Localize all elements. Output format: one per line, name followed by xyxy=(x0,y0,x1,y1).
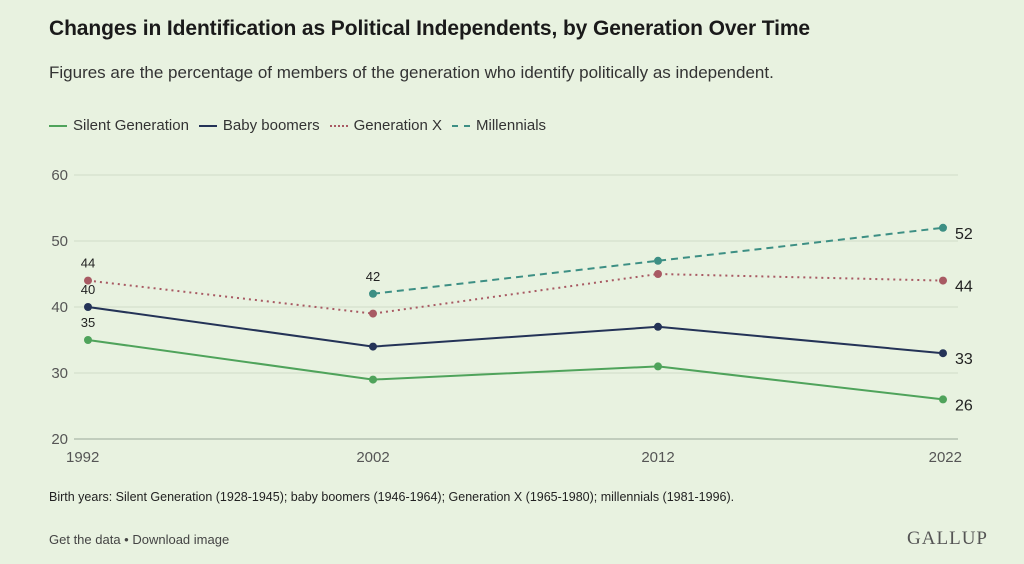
data-label-silent-generation: 35 xyxy=(81,315,95,330)
data-point-generation-x xyxy=(939,276,947,285)
data-label-millennials: 52 xyxy=(955,226,973,243)
legend-label: Baby boomers xyxy=(222,117,320,134)
data-point-generation-x xyxy=(654,270,662,278)
y-tick-label: 30 xyxy=(51,365,68,382)
legend-item-baby-boomers[interactable]: Baby boomers xyxy=(198,117,320,134)
x-tick-label: 2002 xyxy=(356,449,389,466)
series-line-silent-generation xyxy=(87,339,944,401)
data-label-millennials: 42 xyxy=(366,269,380,284)
data-point-millennials xyxy=(654,256,662,265)
data-point-silent-generation xyxy=(654,362,662,371)
legend-item-millennials[interactable]: Millennials xyxy=(452,117,546,134)
download-image-link[interactable]: Download image xyxy=(132,532,230,547)
y-tick-label: 60 xyxy=(51,167,68,184)
legend-swatch-silent-generation xyxy=(49,124,67,127)
footer-links: Get the data • Download image xyxy=(49,532,229,547)
data-point-millennials xyxy=(939,223,947,232)
data-label-generation-x: 44 xyxy=(81,256,95,271)
data-point-generation-x xyxy=(84,276,92,285)
line-chart: 20 30 40 50 60 1992 2002 2012 2022 35 26 40 33 44 44 42… xyxy=(51,167,973,466)
legend-item-generation-x[interactable]: Generation X xyxy=(329,117,443,134)
data-point-baby-boomers xyxy=(84,303,92,311)
chart-legend: Silent Generation Baby boomers Generatio… xyxy=(49,117,546,134)
series-line-generation-x xyxy=(87,272,944,315)
data-point-silent-generation xyxy=(84,336,92,344)
y-tick-label: 50 xyxy=(51,233,68,250)
data-point-silent-generation xyxy=(939,395,947,404)
data-label-generation-x: 44 xyxy=(955,279,973,296)
legend-label: Millennials xyxy=(476,117,547,134)
data-point-baby-boomers xyxy=(369,342,377,351)
get-data-link[interactable]: Get the data xyxy=(49,532,121,547)
footer-separator: • xyxy=(120,532,133,547)
chart-title: Changes in Identification as Political I… xyxy=(49,17,811,40)
data-point-silent-generation xyxy=(369,375,377,384)
data-point-millennials xyxy=(369,289,377,298)
x-tick-label: 1992 xyxy=(66,449,99,466)
x-tick-label: 2022 xyxy=(929,449,962,466)
x-tick-label: 2012 xyxy=(641,449,674,466)
legend-swatch-generation-x xyxy=(329,124,348,127)
legend-label: Silent Generation xyxy=(73,117,189,134)
y-tick-label: 40 xyxy=(51,299,68,316)
series-line-baby-boomers xyxy=(87,306,944,355)
data-point-baby-boomers xyxy=(654,322,662,331)
data-point-generation-x xyxy=(369,309,377,318)
gallup-logo: GALLUP xyxy=(907,528,988,549)
chart-footnote: Birth years: Silent Generation (1928-194… xyxy=(49,490,735,504)
data-label-baby-boomers: 33 xyxy=(955,351,973,368)
data-label-silent-generation: 26 xyxy=(955,397,973,414)
data-label-baby-boomers: 40 xyxy=(81,282,95,297)
y-tick-label: 20 xyxy=(51,431,68,448)
legend-label: Generation X xyxy=(353,117,443,134)
data-point-baby-boomers xyxy=(939,349,947,358)
legend-swatch-baby-boomers xyxy=(198,124,217,127)
legend-item-silent-generation[interactable]: Silent Generation xyxy=(49,117,189,134)
legend-swatch-millennials xyxy=(452,124,471,127)
chart-subtitle: Figures are the percentage of members of… xyxy=(49,63,774,82)
